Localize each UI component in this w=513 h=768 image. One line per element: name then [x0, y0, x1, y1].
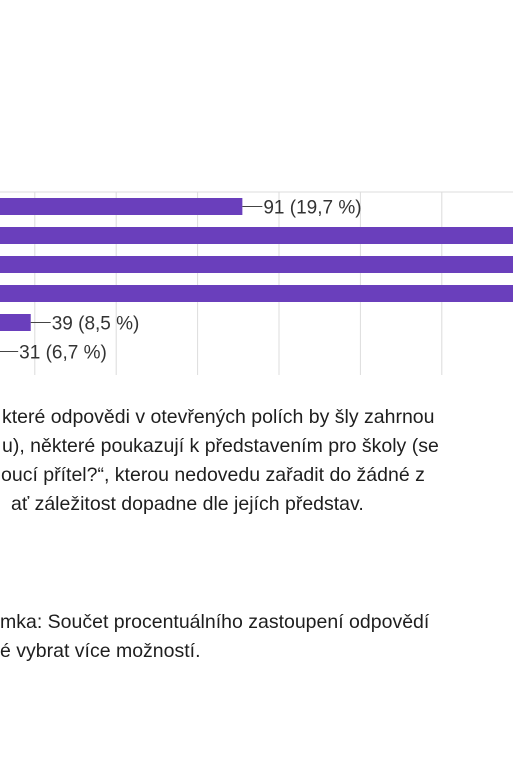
- note-line: oucí přítel?“, kterou nedovedu zařadit d…: [1, 464, 425, 486]
- data-label: 91 (19,7 %): [263, 198, 361, 219]
- data-label: 39 (8,5 %): [52, 314, 140, 335]
- bar: [0, 227, 513, 244]
- bar: [0, 256, 513, 273]
- chart-bars: [0, 198, 513, 331]
- bar: [0, 198, 243, 215]
- bar: [0, 285, 513, 302]
- data-label: 31 (6,7 %): [19, 343, 107, 364]
- note-line: které odpovědi v otevřených polích by šl…: [2, 406, 435, 428]
- footnote-line: mka: Součet procentuálního zastoupení od…: [0, 611, 430, 633]
- bar-chart: 91 (19,7 %) 39 (8,5 %) 31 (6,7 %): [0, 191, 513, 375]
- note-line: ať záležitost dopadne dle jejích předsta…: [11, 493, 364, 515]
- chart-grid: [0, 191, 513, 375]
- note-paragraph: které odpovědi v otevřených polích by šl…: [0, 403, 513, 519]
- bar: [0, 314, 31, 331]
- chart-data-labels: 91 (19,7 %) 39 (8,5 %) 31 (6,7 %): [0, 198, 362, 364]
- note-line: u), některé poukazují k představením pro…: [2, 435, 439, 457]
- footnote-paragraph: mka: Součet procentuálního zastoupení od…: [0, 608, 513, 666]
- footnote-line: é vybrat více možností.: [0, 640, 201, 662]
